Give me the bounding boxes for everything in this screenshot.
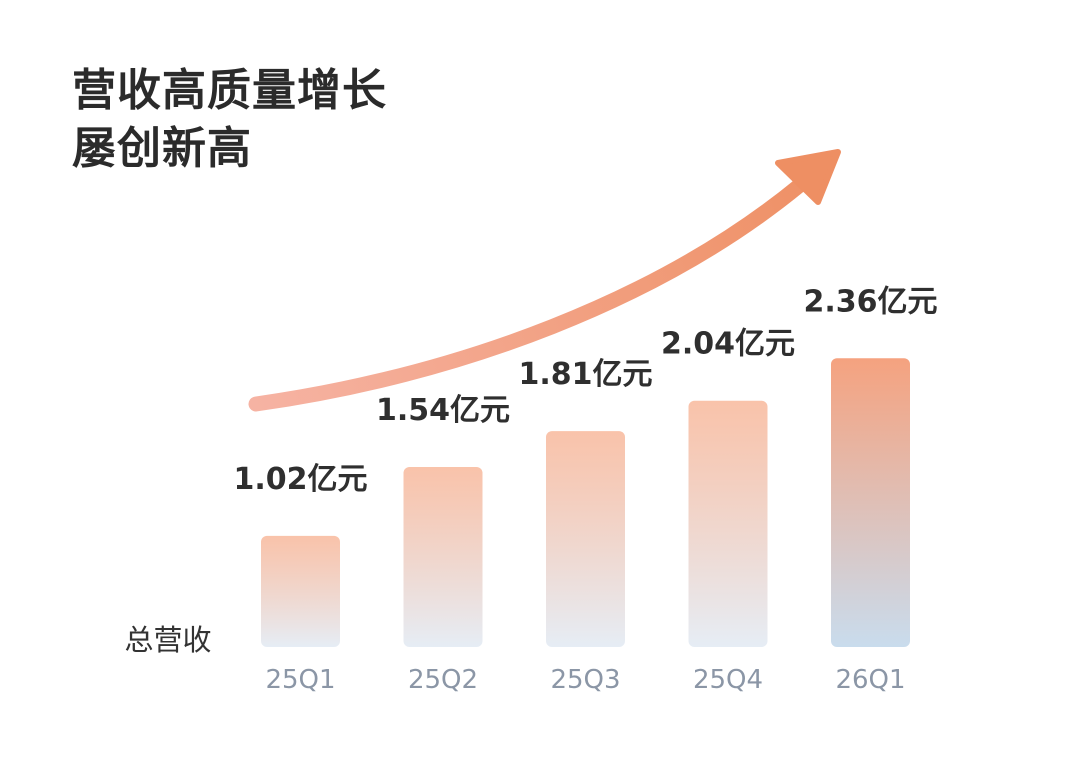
bar-25Q4 [688, 400, 768, 647]
bar-25Q3 [546, 431, 625, 647]
bar-25Q1 [261, 535, 340, 647]
y-axis-label: 总营收 [124, 623, 211, 657]
x-tick-25Q2: 25Q2 [408, 665, 478, 695]
value-label-26Q1: 2.36亿元 [803, 284, 937, 319]
title-line-2: 屡创新高 [72, 123, 252, 174]
value-label-25Q4: 2.04亿元 [661, 327, 795, 362]
bar-26Q1 [831, 358, 910, 647]
trend-arrow-head-icon [775, 149, 841, 205]
x-tick-26Q1: 26Q1 [835, 665, 905, 695]
value-label-25Q2: 1.54亿元 [376, 393, 510, 428]
value-label-25Q3: 1.81亿元 [518, 357, 652, 392]
x-tick-25Q4: 25Q4 [693, 665, 763, 695]
chart-title: 营收高质量增长 屡创新高 [72, 62, 387, 178]
x-tick-25Q1: 25Q1 [265, 665, 335, 695]
bars-group [261, 358, 910, 647]
x-tick-25Q3: 25Q3 [550, 665, 620, 695]
bar-25Q2 [403, 466, 483, 647]
trend-arrow-icon [248, 177, 808, 412]
x-tick-labels-group: 25Q1 25Q2 25Q3 25Q4 26Q1 [265, 665, 905, 695]
value-label-25Q1: 1.02亿元 [233, 462, 367, 497]
title-line-1: 营收高质量增长 [72, 65, 387, 116]
